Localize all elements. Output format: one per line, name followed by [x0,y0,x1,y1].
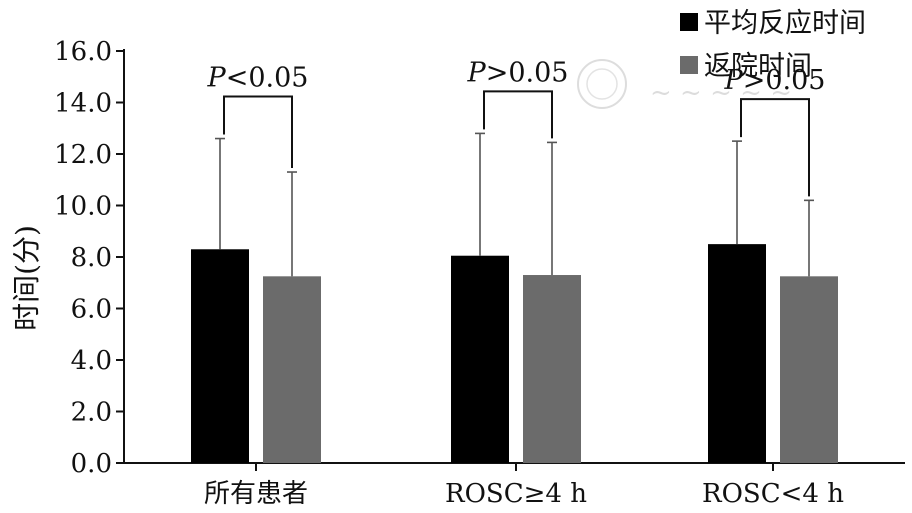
legend-label-mean-response: 平均反应时间 [704,8,866,39]
significance-brackets: P<0.05 P>0.05 P>0.05 [207,57,826,197]
bar-mean-response [191,249,249,463]
bar-mean-response [451,255,509,463]
legend-swatch-mean-response [680,13,698,31]
bar-return-time [263,276,321,463]
legend-label-return-time: 返院时间 [704,51,812,82]
y-tick-label: 8.0 [71,243,112,273]
legend: 平均反应时间 返院时间 [680,8,866,82]
significance-bracket [223,95,293,169]
y-axis-title: 时间(分) [10,225,43,331]
y-tick-label: 10.0 [54,192,112,222]
axes: 0.0 2.0 4.0 6.0 8.0 10.0 12.0 14.0 16.0 所有患者 ROSC≥… [54,37,905,509]
x-category-label: ROSC<4 h [702,479,844,509]
p-value-label: P<0.05 [207,63,309,94]
y-tick-label: 16.0 [54,37,112,67]
y-tick-label: 6.0 [71,295,112,325]
y-tick-label: 0.0 [71,449,112,479]
significance-bracket [483,90,553,139]
p-value-label: P>0.05 [724,65,826,96]
y-tick-label: 14.0 [54,89,112,119]
x-category-label: 所有患者 [204,479,308,509]
watermark: ~ ~ ~ ~ ~ [577,59,792,109]
bar-return-time [523,275,581,463]
bar-mean-response [708,244,766,463]
bar-return-time [780,276,838,463]
legend-swatch-return-time [680,56,698,74]
y-tick-label: 4.0 [71,346,112,376]
bars [191,244,838,463]
error-bars [215,132,814,277]
p-value-label: P>0.05 [467,57,569,88]
significance-bracket [740,98,810,197]
svg-text:~ ~ ~ ~ ~: ~ ~ ~ ~ ~ [650,78,792,108]
x-category-label: ROSC≥4 h [445,479,587,509]
y-tick-label: 2.0 [71,398,112,428]
y-tick-label: 12.0 [54,140,112,170]
